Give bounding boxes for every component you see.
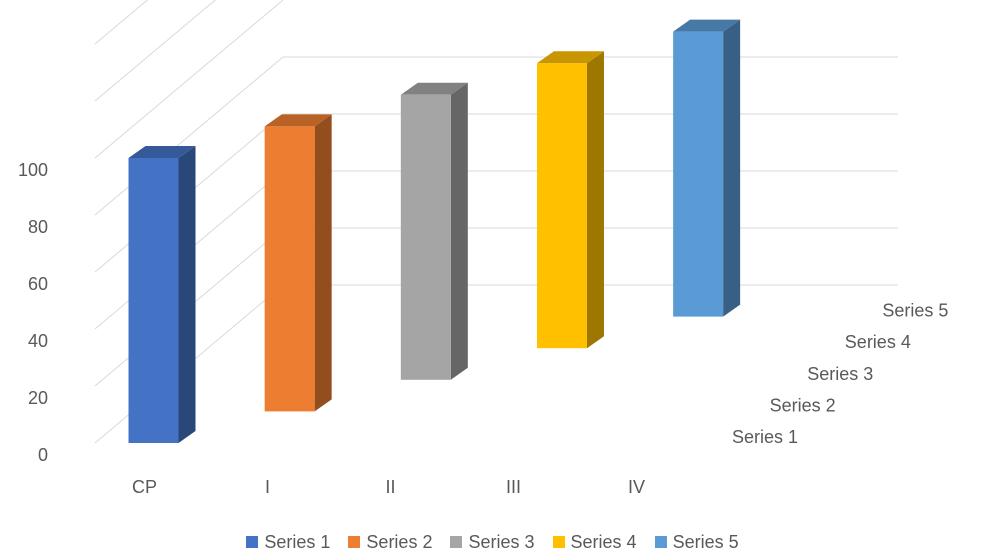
y-axis-ticks: 0 20 40 60 80 100	[18, 160, 48, 465]
bar-series-2	[264, 114, 332, 412]
legend-item-series-1: Series 1	[246, 532, 330, 553]
bar-top-face	[264, 114, 332, 127]
depth-axis-labels: Series 1 Series 2 Series 3 Series 4 Series 5	[732, 301, 948, 447]
bar-series-1	[128, 146, 196, 443]
y-tick-label: 100	[18, 160, 48, 180]
x-tick-label: I	[265, 477, 270, 497]
y-tick-label: 20	[28, 388, 48, 408]
bar-side-face	[314, 114, 332, 412]
legend-label: Series 4	[570, 531, 637, 552]
bar-side-face	[723, 19, 741, 317]
depth-axis-label: Series 5	[882, 301, 948, 321]
depth-axis-label: Series 2	[770, 395, 836, 415]
legend-swatch	[552, 536, 565, 548]
gridline-side	[94, 0, 216, 102]
legend-swatch	[654, 536, 667, 548]
bar-front-face	[673, 31, 724, 317]
x-tick-label: CP	[132, 477, 157, 497]
depth-axis-label: Series 3	[807, 364, 873, 384]
legend-item-series-2: Series 2	[348, 532, 432, 553]
bar-side-face	[178, 146, 196, 443]
y-tick-label: 60	[28, 274, 48, 294]
x-tick-label: IV	[628, 477, 645, 497]
bar-side-face	[450, 82, 468, 380]
x-tick-label: III	[506, 477, 521, 497]
bars	[128, 19, 741, 443]
bar-top-face	[400, 82, 468, 95]
y-tick-label: 0	[38, 445, 48, 465]
x-tick-label: II	[385, 477, 395, 497]
gridlines	[94, 0, 898, 444]
bar-top-face	[673, 19, 741, 32]
legend-label: Series 3	[468, 531, 535, 552]
bar-front-face	[536, 63, 587, 349]
x-axis-ticks: CP I II III IV	[132, 477, 645, 497]
legend: Series 1 Series 2 Series 3 Series 4 Seri…	[0, 528, 985, 556]
gridline-side	[94, 0, 149, 45]
bar-top-face	[128, 146, 196, 158]
legend-label: Series 2	[366, 531, 433, 552]
bar-top-face	[536, 51, 604, 64]
legend-swatch	[246, 536, 259, 548]
y-tick-label: 80	[28, 217, 48, 237]
legend-label: Series 1	[264, 531, 331, 552]
legend-swatch	[450, 536, 463, 548]
legend-label: Series 5	[672, 531, 739, 552]
gridline-side	[94, 0, 284, 159]
legend-swatch	[348, 536, 361, 548]
legend-item-series-4: Series 4	[552, 531, 637, 553]
bar-series-3	[400, 82, 468, 380]
bar-front-face	[400, 94, 451, 380]
depth-axis-label: Series 4	[845, 332, 911, 352]
bar-front-face	[128, 158, 179, 443]
gridline-side	[94, 56, 284, 216]
bar-side-face	[586, 51, 604, 349]
y-tick-label: 40	[28, 331, 48, 351]
bar-series-4	[536, 51, 604, 349]
legend-item-series-3: Series 3	[450, 531, 535, 553]
bar-front-face	[264, 126, 315, 412]
bar-series-5	[673, 19, 741, 317]
depth-axis-label: Series 1	[732, 427, 798, 447]
legend-item-series-5: Series 5	[654, 531, 739, 553]
